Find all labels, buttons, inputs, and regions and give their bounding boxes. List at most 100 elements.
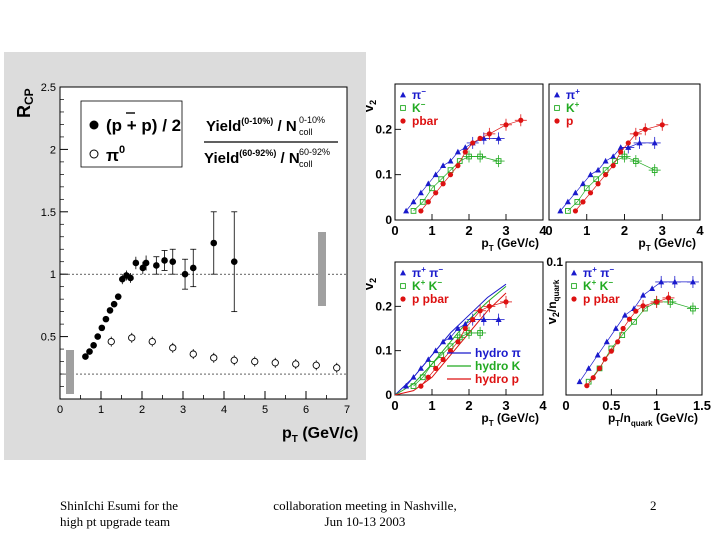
v2-pim-x-tick-label-1: 1 (428, 223, 435, 238)
rcp-proton-point-0 (82, 353, 89, 360)
v2-nquark-chart: 0 0.5 1 1.5 0.1 pT/nquark (GeV/c) v2/nquark π+ … (544, 255, 711, 428)
v2-pip-point-s2-3 (595, 181, 601, 187)
v2-pim-point-s2-4 (447, 172, 454, 178)
v2-pip-legend-marker-0 (554, 91, 560, 98)
v2-nq-point-s2-10 (654, 299, 660, 305)
v2-pip-point-s0-1 (564, 198, 571, 205)
v2-pip-x-tick-label-1: 1 (583, 223, 590, 238)
v2-pim-point-s2-11 (518, 117, 524, 123)
v2-pip-series-line-1 (567, 156, 655, 212)
v2-pip-point-s2-1 (580, 199, 586, 205)
v2-nq-point-s0-2 (594, 351, 601, 358)
v2-pip-point-s2-8 (633, 131, 639, 137)
rcp-pi0-point-0 (107, 337, 115, 346)
formula-numerator-centrality: 0-10% (299, 115, 325, 125)
v2-pip-point-s2-0 (572, 208, 579, 214)
v2-nq-point-s1-8 (690, 305, 696, 312)
v2-pim-x-tick-label-2: 2 (465, 223, 472, 238)
v2-pip-x-tick-label-2: 2 (621, 223, 628, 238)
v2-nq-point-s2-2 (596, 365, 603, 371)
rcp-proton-point-16 (161, 257, 168, 264)
v2-hydro-point-s0-2 (417, 365, 424, 371)
v2-nq-y-axis-label: v2/nquark (544, 279, 561, 324)
formula-denominator: Yield(60-92%) / N (204, 148, 300, 167)
v2-hydro-point-s0-10 (480, 316, 487, 323)
v2-hydro-point-s0-7 (454, 325, 461, 331)
v2-nq-point-s2-6 (620, 325, 626, 332)
v2-pip-point-s0-0 (557, 207, 564, 214)
v2-pip-point-s0-10 (636, 139, 643, 146)
v2-pip-point-s0-11 (651, 139, 658, 146)
rcp-x-axis-label: pT (GeV/c) (282, 425, 358, 445)
v2-pim-point-s0-7 (454, 148, 461, 155)
v2-pip-point-s0-8 (617, 144, 624, 150)
v2-hydro-x-tick-label-0: 0 (391, 398, 398, 413)
legend-pi0-label: π0 (106, 144, 125, 165)
footer-meeting-line1: collaboration meeting in Nashville, (273, 498, 457, 513)
v2-nq-point-s0-7 (640, 292, 647, 298)
v2-pim-point-s0-2 (417, 189, 424, 196)
v2-pim-point-s0-3 (425, 180, 432, 187)
v2-pip-point-s2-2 (587, 190, 594, 196)
rcp-proton-point-4 (98, 324, 106, 332)
v2-nq-x-tick-label-1: 0.5 (602, 398, 620, 413)
rcp-pi0-point-7 (251, 357, 259, 366)
v2-hydro-legend-marker-0 (400, 269, 406, 276)
v2-hydro-y-tick-label-0: 0 (385, 388, 392, 402)
v2-hydro-point-s2-3 (440, 356, 446, 363)
v2-nq-point-s2-5 (615, 339, 621, 345)
v2-pim-point-s0-4 (432, 171, 439, 178)
v2-nq-point-s0-4 (612, 325, 619, 331)
rcp-proton-point-6 (106, 307, 114, 314)
v2-hydro-point-s0-0 (403, 382, 410, 389)
v2-hydro-y-tick-label-1: 0.1 (375, 344, 392, 358)
v2-nq-x-tick-label-3: 1.5 (693, 398, 711, 413)
v2-nq-legend-label-0: π+ π− (583, 265, 614, 280)
v2-nq-legend-marker-1 (571, 283, 577, 289)
v2-pim-point-s0-5 (440, 162, 447, 168)
v2-pip-point-s0-7 (610, 153, 617, 159)
v2-pim-x-tick-label-0: 0 (391, 223, 398, 238)
rcp-proton-point-14 (142, 259, 150, 267)
rcp-proton-point-17 (169, 258, 177, 266)
footer-meeting: collaboration meeting in Nashville, Jun … (250, 498, 480, 530)
v2-pip-point-s0-9 (625, 144, 632, 150)
v2-pim-point-s2-9 (486, 131, 492, 137)
v2-pim-point-s2-2 (433, 190, 439, 196)
v2-pip-point-s0-4 (587, 171, 594, 178)
v2-pim-y-tick-label-2: 0.2 (375, 122, 392, 136)
footer-author-line2: high pt upgrade team (60, 514, 171, 529)
v2-nq-point-s0-1 (585, 365, 592, 371)
v2-hydro-legend-label-1: K+ K− (412, 278, 442, 293)
v2-hydro-point-s2-6 (462, 325, 468, 332)
rcp-proton-point-2 (90, 342, 97, 349)
v2-pim-point-s1-7 (477, 153, 483, 160)
v2-hydro-legend-marker-1 (400, 283, 406, 289)
v2-nq-legend-marker-0 (571, 269, 577, 276)
rcp-legend: (p + p) / 2 π0 (80, 100, 183, 168)
v2-nq-point-s2-0 (584, 383, 590, 389)
v2-pip-legend-label-1: K+ (566, 100, 580, 115)
v2-pip-legend-marker-1 (554, 105, 560, 111)
v2-nq-point-s0-9 (658, 278, 665, 285)
v2-pim-point-s2-10 (503, 122, 509, 128)
v2-hydro-point-s2-7 (470, 317, 476, 323)
v2-hydro-point-s2-8 (477, 308, 483, 314)
v2-nq-x-axis-label: pT/nquark (GeV/c) (608, 411, 698, 428)
rcp-proton-point-20 (210, 239, 218, 247)
v2-hydro-x-tick-label-3: 3 (502, 398, 509, 413)
v2-hydro-point-s1-1 (419, 374, 426, 381)
v2-pip-point-s2-6 (618, 149, 624, 155)
v2-nq-point-s2-3 (602, 356, 608, 362)
rcp-x-tick-label-0: 0 (57, 404, 63, 416)
v2-pim-y-tick-label-1: 0.1 (375, 168, 392, 182)
v2-hydro-point-s1-3 (438, 352, 445, 358)
v2-hydro-point-s0-5 (440, 338, 447, 345)
v2-pim-point-s2-3 (440, 181, 446, 187)
v2-pim-point-s1-5 (456, 158, 463, 164)
v2-hydro-point-s1-2 (429, 361, 435, 367)
v2-pip-legend-label-2: p (566, 114, 573, 128)
v2-nq-point-s2-4 (608, 348, 614, 354)
rcp-proton-point-13 (139, 264, 147, 272)
v2-pim-point-s0-6 (447, 157, 454, 164)
